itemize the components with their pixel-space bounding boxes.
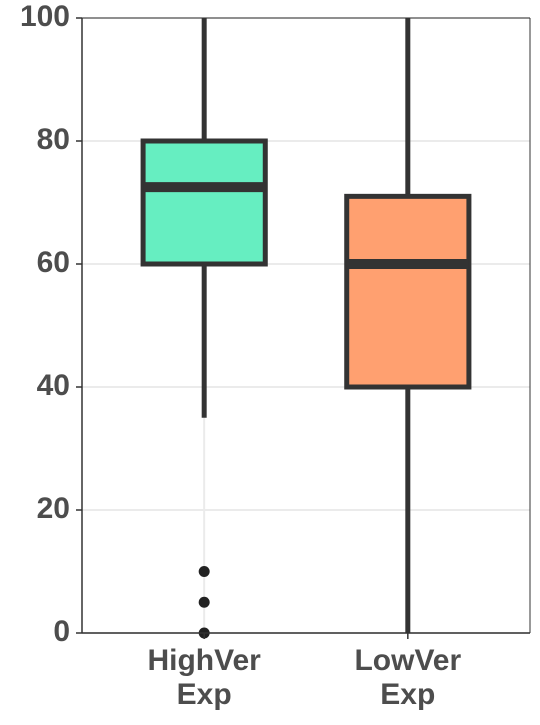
y-tick-label: 80 [37,123,70,156]
y-tick-label: 20 [37,492,70,525]
outlier [198,566,210,577]
box [344,193,472,390]
y-tick-label: 100 [20,0,70,33]
outlier [198,596,210,608]
marks [140,18,472,639]
box [140,138,268,267]
y-tick-label: 0 [53,615,70,648]
x-tick-label: HighVer Exp [147,644,261,711]
x-tick-label: LowVer Exp [354,644,462,711]
y-tick-label: 40 [37,369,70,402]
y-tick-label: 60 [37,246,70,279]
